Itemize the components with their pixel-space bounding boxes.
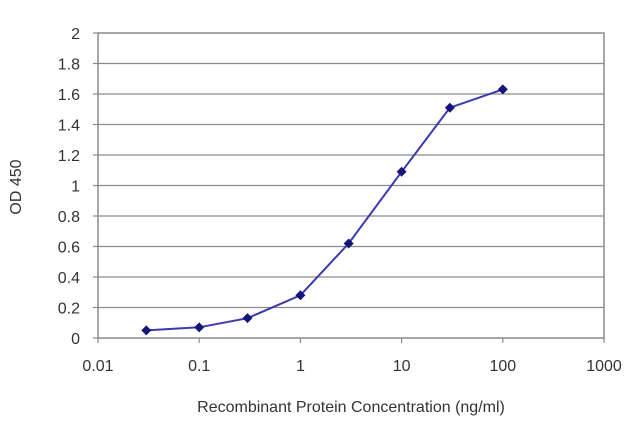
data-point	[141, 325, 152, 336]
x-axis-title: Recombinant Protein Concentration (ng/ml…	[197, 399, 505, 416]
y-tick-label: 0	[71, 331, 80, 348]
x-tick-label: 1000	[586, 358, 622, 375]
data-point	[295, 290, 306, 301]
y-tick-label: 1.8	[58, 57, 80, 74]
data-point	[194, 322, 205, 333]
data-point	[444, 102, 455, 113]
y-axis-ticks: 0 0.2 0.4 0.6 0.8 1 1.2 1.4 1.6 1.8 2	[58, 26, 98, 348]
y-tick-label: 1.6	[58, 87, 80, 104]
y-tick-label: 0.8	[58, 209, 80, 226]
y-axis-title: OD 450	[8, 159, 25, 214]
x-tick-label: 1	[296, 358, 305, 375]
y-tick-label: 1.4	[58, 118, 80, 135]
series-group	[141, 84, 508, 336]
data-point	[343, 238, 354, 249]
grid	[98, 62, 604, 309]
data-point	[242, 313, 253, 324]
series-line	[146, 88, 504, 332]
y-tick-label: 0.2	[58, 301, 80, 318]
y-tick-label: 0.4	[58, 270, 80, 287]
y-tick-label: 1.2	[58, 148, 80, 165]
x-tick-label: 0.1	[188, 358, 210, 375]
x-tick-label: 0.01	[82, 358, 113, 375]
x-tick-label: 10	[393, 358, 411, 375]
y-tick-label: 1	[71, 179, 80, 196]
x-axis-ticks: 0.01 0.1 1 10 100 1000	[82, 338, 622, 375]
y-tick-label: 2	[71, 26, 80, 43]
x-tick-label: 100	[489, 358, 516, 375]
data-point	[396, 166, 407, 177]
data-point	[497, 84, 508, 95]
y-tick-label: 0.6	[58, 240, 80, 257]
